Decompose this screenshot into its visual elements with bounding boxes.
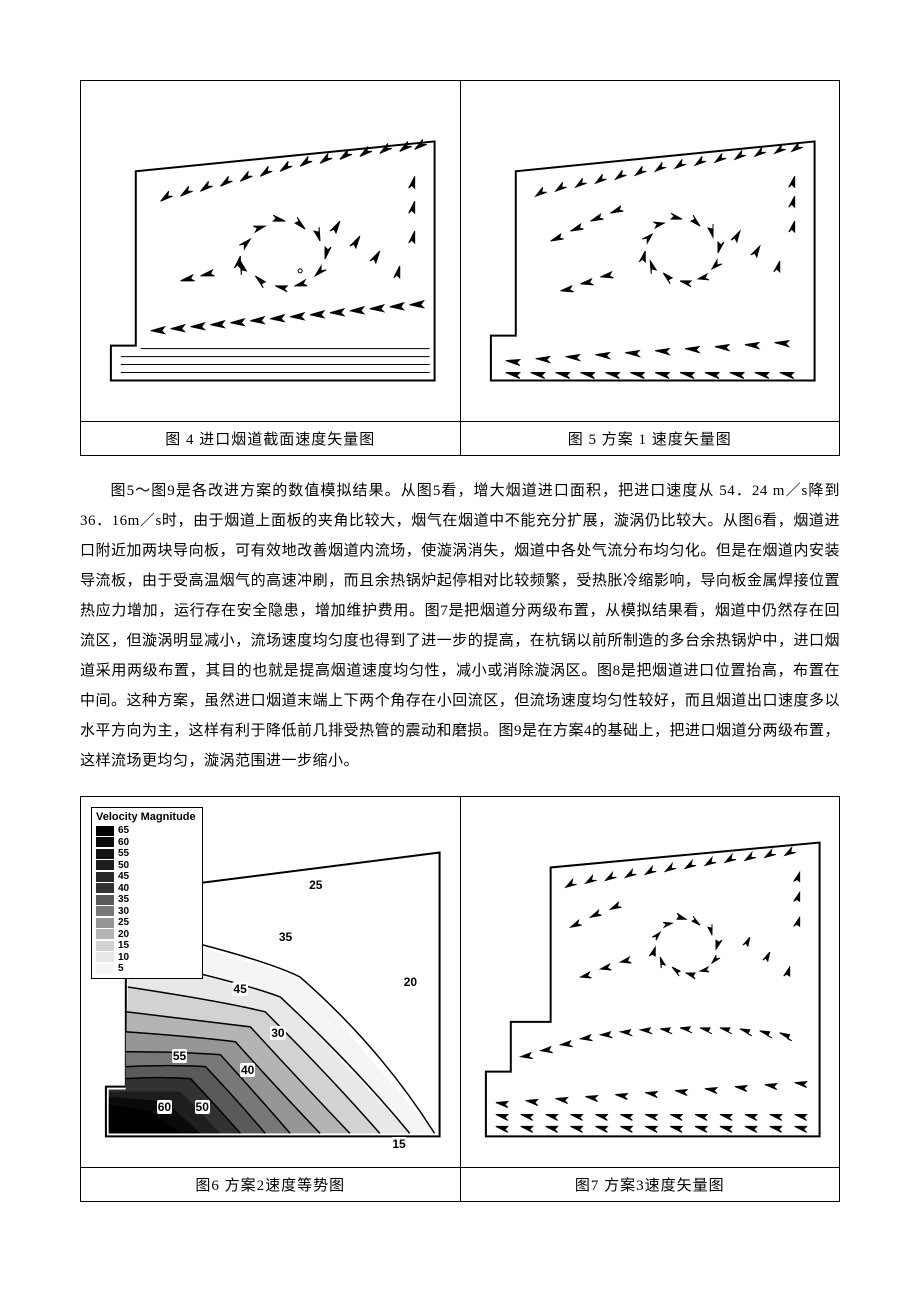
legend-swatch xyxy=(96,872,114,882)
legend-value: 60 xyxy=(118,837,129,849)
contour-label: 20 xyxy=(403,975,418,989)
legend-row: 5 xyxy=(96,963,196,975)
legend-row: 65 xyxy=(96,825,196,837)
legend-swatch xyxy=(96,964,114,974)
legend-value: 45 xyxy=(118,871,129,883)
figure-5-cell: 图 5 方案 1 速度矢量图 xyxy=(461,81,840,455)
legend-row: 45 xyxy=(96,871,196,883)
legend-row: 10 xyxy=(96,952,196,964)
legend-row: 50 xyxy=(96,860,196,872)
legend-row: 20 xyxy=(96,929,196,941)
figure-5-caption: 图 5 方案 1 速度矢量图 xyxy=(461,421,840,455)
figure-4-cell: 图 4 进口烟道截面速度矢量图 xyxy=(81,81,461,455)
legend-swatch xyxy=(96,906,114,916)
figure-7-caption: 图7 方案3速度矢量图 xyxy=(461,1167,840,1201)
contour-label: 55 xyxy=(172,1049,187,1063)
figure-5-image xyxy=(461,81,840,421)
legend-value: 20 xyxy=(118,929,129,941)
legend-row: 60 xyxy=(96,837,196,849)
legend-value: 55 xyxy=(118,848,129,860)
contour-label: 30 xyxy=(270,1026,285,1040)
legend-swatch xyxy=(96,826,114,836)
legend-value: 25 xyxy=(118,917,129,929)
legend-row: 30 xyxy=(96,906,196,918)
legend-title: Velocity Magnitude xyxy=(96,811,196,823)
velocity-legend: Velocity Magnitude 656055504540353025201… xyxy=(91,807,203,979)
paragraph-text: 图5～图9是各改进方案的数值模拟结果。从图5看，增大烟道进口面积，把进口速度从 … xyxy=(80,483,840,769)
figure-7-svg xyxy=(461,797,840,1167)
legend-value: 50 xyxy=(118,860,129,872)
contour-label: 25 xyxy=(308,878,323,892)
body-paragraph: 图5～图9是各改进方案的数值模拟结果。从图5看，增大烟道进口面积，把进口速度从 … xyxy=(80,476,840,776)
legend-swatch xyxy=(96,837,114,847)
legend-swatch xyxy=(96,860,114,870)
figure-6-cell: Velocity Magnitude 656055504540353025201… xyxy=(81,797,461,1201)
legend-value: 35 xyxy=(118,894,129,906)
legend-row: 15 xyxy=(96,940,196,952)
figure-7-cell: 图7 方案3速度矢量图 xyxy=(461,797,840,1201)
figure-7-image xyxy=(461,797,840,1167)
legend-swatch xyxy=(96,929,114,939)
legend-swatch xyxy=(96,849,114,859)
legend-swatch xyxy=(96,941,114,951)
legend-swatch xyxy=(96,952,114,962)
figure-row-top: 图 4 进口烟道截面速度矢量图 xyxy=(80,80,840,456)
figure-4-image xyxy=(81,81,460,421)
legend-value: 5 xyxy=(118,963,124,975)
legend-row: 25 xyxy=(96,917,196,929)
figure-6-image: Velocity Magnitude 656055504540353025201… xyxy=(81,797,460,1167)
legend-row: 35 xyxy=(96,894,196,906)
legend-value: 65 xyxy=(118,825,129,837)
contour-label: 15 xyxy=(391,1137,406,1151)
figure-6-caption: 图6 方案2速度等势图 xyxy=(81,1167,460,1201)
legend-row: 40 xyxy=(96,883,196,895)
legend-value: 30 xyxy=(118,906,129,918)
figure-5-svg xyxy=(461,81,840,421)
figure-4-svg xyxy=(81,81,460,421)
contour-label: 35 xyxy=(278,930,293,944)
contour-label: 60 xyxy=(157,1100,172,1114)
contour-label: 50 xyxy=(195,1100,210,1114)
contour-label: 45 xyxy=(232,982,247,996)
figure-4-caption: 图 4 进口烟道截面速度矢量图 xyxy=(81,421,460,455)
legend-swatch xyxy=(96,918,114,928)
legend-swatch xyxy=(96,883,114,893)
legend-value: 40 xyxy=(118,883,129,895)
legend-swatch xyxy=(96,895,114,905)
legend-value: 15 xyxy=(118,940,129,952)
figure-row-bottom: Velocity Magnitude 656055504540353025201… xyxy=(80,796,840,1202)
legend-value: 10 xyxy=(118,952,129,964)
contour-label: 40 xyxy=(240,1063,255,1077)
legend-row: 55 xyxy=(96,848,196,860)
